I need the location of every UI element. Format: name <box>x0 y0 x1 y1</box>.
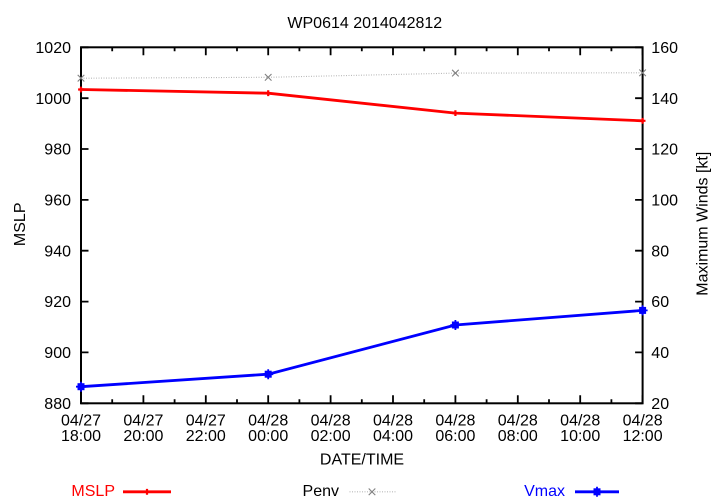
svg-text:06:00: 06:00 <box>435 428 475 445</box>
svg-text:MSLP: MSLP <box>71 483 115 500</box>
svg-text:DATE/TIME: DATE/TIME <box>320 452 404 469</box>
svg-text:04:00: 04:00 <box>373 428 413 445</box>
svg-text:04/28: 04/28 <box>311 412 351 429</box>
svg-text:60: 60 <box>651 294 669 311</box>
svg-text:920: 920 <box>44 294 71 311</box>
svg-text:120: 120 <box>651 142 678 159</box>
svg-text:04/28: 04/28 <box>560 412 600 429</box>
svg-text:04/28: 04/28 <box>248 412 288 429</box>
svg-text:04/27: 04/27 <box>61 412 101 429</box>
svg-text:12:00: 12:00 <box>623 428 663 445</box>
svg-text:MSLP: MSLP <box>12 203 29 247</box>
svg-text:WP0614 2014042812: WP0614 2014042812 <box>287 15 442 32</box>
svg-text:960: 960 <box>44 193 71 210</box>
svg-text:04/28: 04/28 <box>498 412 538 429</box>
svg-text:02:00: 02:00 <box>311 428 351 445</box>
svg-text:1020: 1020 <box>35 40 71 57</box>
svg-text:140: 140 <box>651 91 678 108</box>
svg-text:08:00: 08:00 <box>498 428 538 445</box>
svg-text:00:00: 00:00 <box>248 428 288 445</box>
svg-text:10:00: 10:00 <box>560 428 600 445</box>
svg-text:1000: 1000 <box>35 91 71 108</box>
svg-text:18:00: 18:00 <box>61 428 101 445</box>
svg-text:40: 40 <box>651 345 669 362</box>
svg-text:04/27: 04/27 <box>123 412 163 429</box>
svg-text:04/28: 04/28 <box>623 412 663 429</box>
svg-text:04/27: 04/27 <box>186 412 226 429</box>
svg-text:22:00: 22:00 <box>186 428 226 445</box>
svg-text:04/28: 04/28 <box>435 412 475 429</box>
svg-text:80: 80 <box>651 243 669 260</box>
svg-text:980: 980 <box>44 142 71 159</box>
svg-text:880: 880 <box>44 396 71 413</box>
svg-text:940: 940 <box>44 243 71 260</box>
svg-text:100: 100 <box>651 193 678 210</box>
svg-text:20: 20 <box>651 396 669 413</box>
svg-text:160: 160 <box>651 40 678 57</box>
svg-text:Penv: Penv <box>303 483 339 500</box>
svg-text:20:00: 20:00 <box>123 428 163 445</box>
svg-text:900: 900 <box>44 345 71 362</box>
svg-text:04/28: 04/28 <box>373 412 413 429</box>
svg-text:Vmax: Vmax <box>524 483 565 500</box>
svg-text:Maximum Winds [kt]: Maximum Winds [kt] <box>694 152 711 296</box>
